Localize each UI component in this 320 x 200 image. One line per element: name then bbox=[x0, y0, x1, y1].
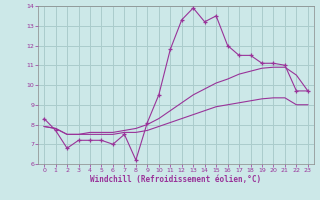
X-axis label: Windchill (Refroidissement éolien,°C): Windchill (Refroidissement éolien,°C) bbox=[91, 175, 261, 184]
